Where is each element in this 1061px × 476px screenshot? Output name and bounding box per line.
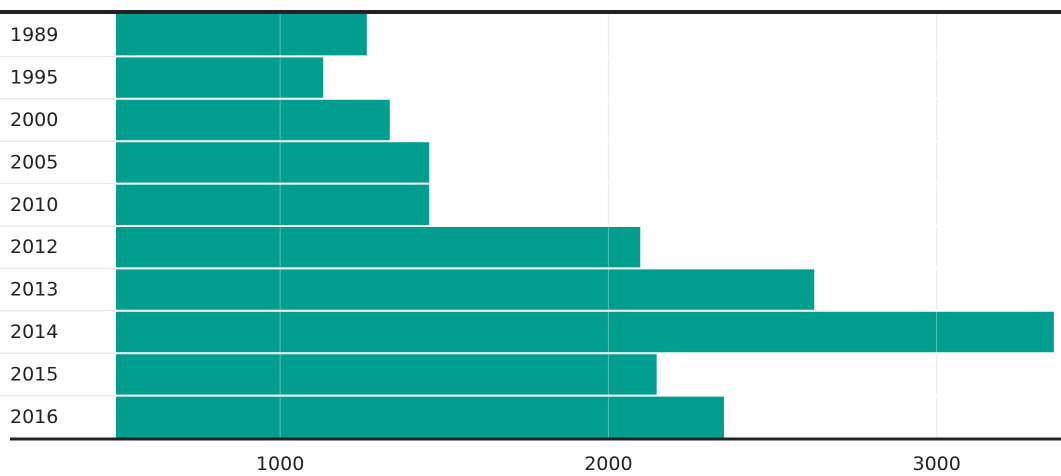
category-label-2015: 2015 <box>10 363 58 385</box>
bar-2013 <box>116 268 815 311</box>
category-label-2013: 2013 <box>10 279 58 301</box>
x-tick-label-1000: 1000 <box>256 453 304 475</box>
bar-2016 <box>116 395 724 438</box>
bars <box>116 14 1061 438</box>
category-labels: 1989 1995 2000 2005 2010 2012 2013 2014 2015 2016 <box>10 24 58 428</box>
category-label-2016: 2016 <box>10 406 58 428</box>
bar-2010 <box>116 183 430 226</box>
bar-2015 <box>116 353 657 396</box>
bar-2000 <box>116 98 390 142</box>
category-label-1995: 1995 <box>10 67 58 89</box>
bar-2014 <box>116 310 1054 354</box>
x-tick-label-2000: 2000 <box>584 453 632 475</box>
bar-1995 <box>116 56 324 99</box>
category-label-1989: 1989 <box>10 24 58 46</box>
bar-1989 <box>116 14 367 57</box>
bar-2012 <box>116 226 641 269</box>
category-label-2005: 2005 <box>10 151 58 173</box>
x-tick-labels: 1000 2000 3000 <box>256 453 961 475</box>
x-tick-label-3000: 3000 <box>913 453 961 475</box>
bar-2005 <box>116 141 430 184</box>
category-label-2012: 2012 <box>10 236 58 258</box>
category-label-2014: 2014 <box>10 321 58 343</box>
category-label-2010: 2010 <box>10 194 58 216</box>
category-label-2000: 2000 <box>10 109 58 131</box>
